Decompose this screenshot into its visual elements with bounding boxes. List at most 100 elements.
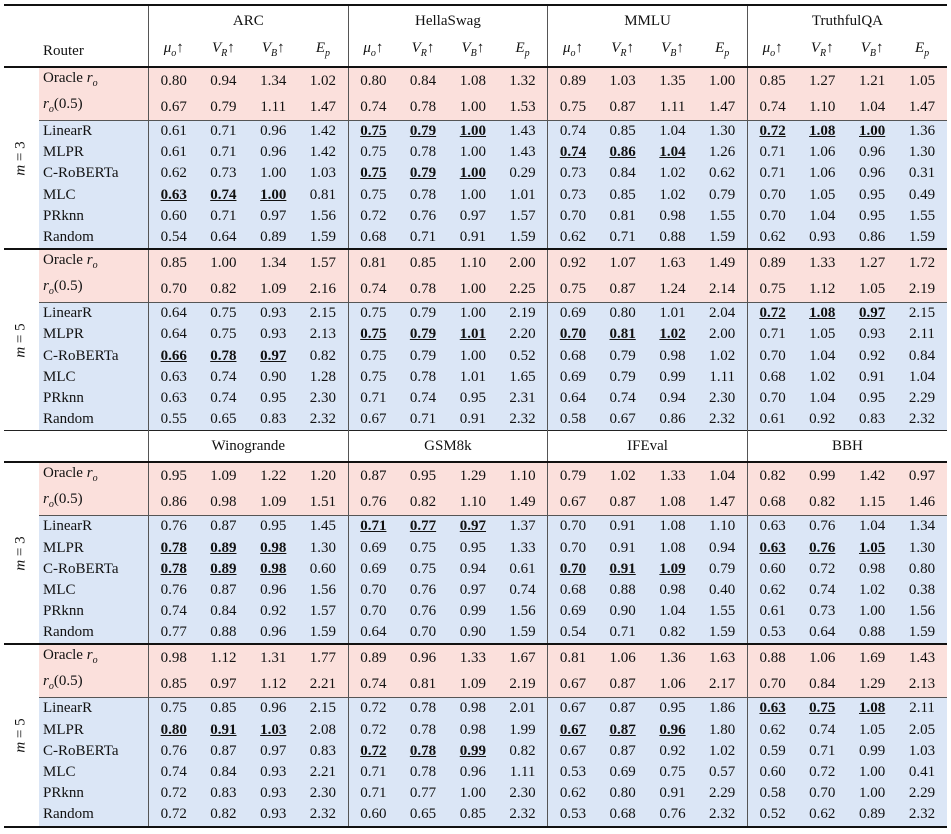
metric-value: 1.05: [797, 324, 848, 346]
router-name: Oracle ro: [39, 66, 149, 94]
metric-value: 1.47: [298, 94, 349, 121]
metric-value: 0.71: [797, 740, 848, 762]
metric-value: 0.71: [398, 226, 448, 250]
router-name: ro(0.5): [39, 276, 149, 303]
metric-value: 1.30: [897, 537, 947, 559]
metric-value: 1.03: [248, 719, 299, 741]
metric-value: 0.74: [198, 184, 249, 206]
router-name: Oracle ro: [39, 248, 149, 277]
metric-value: 0.40: [697, 579, 748, 601]
router-name: Random: [39, 409, 149, 431]
metric-value: 1.02: [847, 579, 898, 601]
metric-value: 1.00: [447, 345, 498, 367]
router-name: PRknn: [39, 783, 149, 805]
metric-value: 1.00: [447, 120, 498, 143]
metric-value: 1.00: [447, 302, 498, 325]
benchmark-header-row: ARC HellaSwag MMLU TruthfulQA: [4, 4, 947, 36]
metric-value: 0.95: [847, 205, 898, 227]
metric-value: 0.72: [148, 783, 199, 805]
metric-value: 0.78: [398, 719, 448, 741]
table-row: m = 5 Oracle ro 0.98 1.12 1.31 1.77 0.89 0.96 1.…: [4, 643, 947, 827]
metric-value: 1.01: [497, 184, 548, 206]
benchmark-header: ARC: [148, 4, 349, 36]
metric-value: 1.02: [697, 345, 748, 367]
metric-value: 0.71: [597, 622, 648, 645]
metric-value: 1.03: [597, 66, 648, 94]
router-name: C-RoBERTa: [39, 740, 149, 762]
table-row: C-RoBERTa 0.76 0.87 0.97 0.83 0.72 0.78 0.99 0.8…: [4, 740, 947, 762]
metric-value: 1.09: [248, 489, 299, 516]
metric-value: 0.87: [198, 515, 249, 538]
metric-value: 0.81: [347, 248, 399, 277]
metric-value: 0.58: [547, 409, 598, 431]
section-label: m = 5: [4, 248, 39, 431]
metric-value: 0.95: [447, 537, 498, 559]
metric-value: 1.46: [897, 489, 947, 516]
section-label-text: m = 5: [13, 718, 29, 753]
metric-value: 0.78: [398, 697, 448, 720]
metric-value: 1.33: [647, 461, 698, 490]
metric-value: 0.81: [547, 643, 598, 672]
router-name: ro(0.5): [39, 671, 149, 698]
metric-value: 0.73: [198, 163, 249, 185]
metric-value: 0.67: [547, 719, 598, 741]
metric-value: 0.91: [647, 783, 698, 805]
metric-value: 2.13: [298, 324, 349, 346]
metric-value: 0.68: [746, 366, 798, 388]
metric-value: 2.19: [497, 302, 548, 325]
metric-value: 0.72: [148, 804, 199, 827]
metric-value: 0.75: [746, 276, 798, 303]
table-row: ro(0.5) 0.70 0.82 1.09 2.16 0.74 0.78 1.00 2.25 0…: [4, 276, 947, 303]
metric-value: 0.74: [347, 276, 399, 303]
metric-value: 1.47: [897, 94, 947, 121]
metric-value: 1.56: [897, 601, 947, 623]
metric-value: 0.78: [398, 184, 448, 206]
benchmark-header-row: Winogrande GSM8k IFEval BBH: [4, 430, 947, 463]
metric-value: 0.89: [198, 558, 249, 580]
router-name: Oracle ro: [39, 643, 149, 672]
metric-value: 0.31: [897, 163, 947, 185]
metric-value: 0.97: [447, 515, 498, 538]
metric-value: 1.11: [647, 94, 698, 121]
metric-value: 0.74: [797, 579, 848, 601]
metric-value: 0.79: [697, 558, 748, 580]
metric-value: 0.87: [597, 94, 648, 121]
metric-value: 0.82: [497, 740, 548, 762]
metric-value: 1.63: [697, 643, 748, 672]
metric-value: 1.08: [447, 66, 498, 94]
metric-value: 0.74: [797, 719, 848, 741]
metric-value: 0.92: [647, 740, 698, 762]
table-row: MLC 0.74 0.84 0.93 2.21 0.71 0.78 0.96 1.11 0.53 0…: [4, 761, 947, 784]
metric-value: 1.59: [497, 622, 548, 645]
metric-value: 0.70: [746, 345, 798, 367]
results-table-container: ARC HellaSwag MMLU TruthfulQA Router μo↑ VR↑ VB…: [4, 4, 947, 829]
metric-value: 0.76: [148, 579, 199, 601]
metric-value: 0.78: [398, 276, 448, 303]
metric-value: 1.45: [298, 515, 349, 538]
metric-value: 0.78: [398, 94, 448, 121]
metric-value: 0.63: [148, 184, 199, 206]
metric-value: 0.61: [497, 558, 548, 580]
metric-value: 0.91: [447, 409, 498, 431]
router-name: PRknn: [39, 387, 149, 410]
metric-value: 2.15: [298, 302, 349, 325]
metric-value: 0.87: [198, 579, 249, 601]
metric-value: 0.91: [597, 558, 648, 580]
metric-value: 1.56: [298, 579, 349, 601]
metric-value: 0.70: [797, 783, 848, 805]
metric-value: 0.66: [148, 345, 199, 367]
benchmark-header: Winogrande: [148, 430, 349, 463]
metric-value: 2.32: [897, 804, 947, 827]
router-name: MLPR: [39, 324, 149, 346]
metric-value: 1.03: [298, 163, 349, 185]
router-column-header: Router: [43, 42, 84, 59]
metric-value: 0.75: [398, 558, 448, 580]
router-name: MLPR: [39, 142, 149, 164]
metric-value: 1.06: [597, 643, 648, 672]
metric-value: 1.59: [298, 622, 349, 645]
metric-value: 0.87: [597, 740, 648, 762]
metric-value: 0.70: [547, 515, 598, 538]
metric-header: VB↑: [461, 40, 485, 59]
metric-value: 0.85: [447, 804, 498, 827]
metric-value: 1.30: [697, 120, 748, 143]
